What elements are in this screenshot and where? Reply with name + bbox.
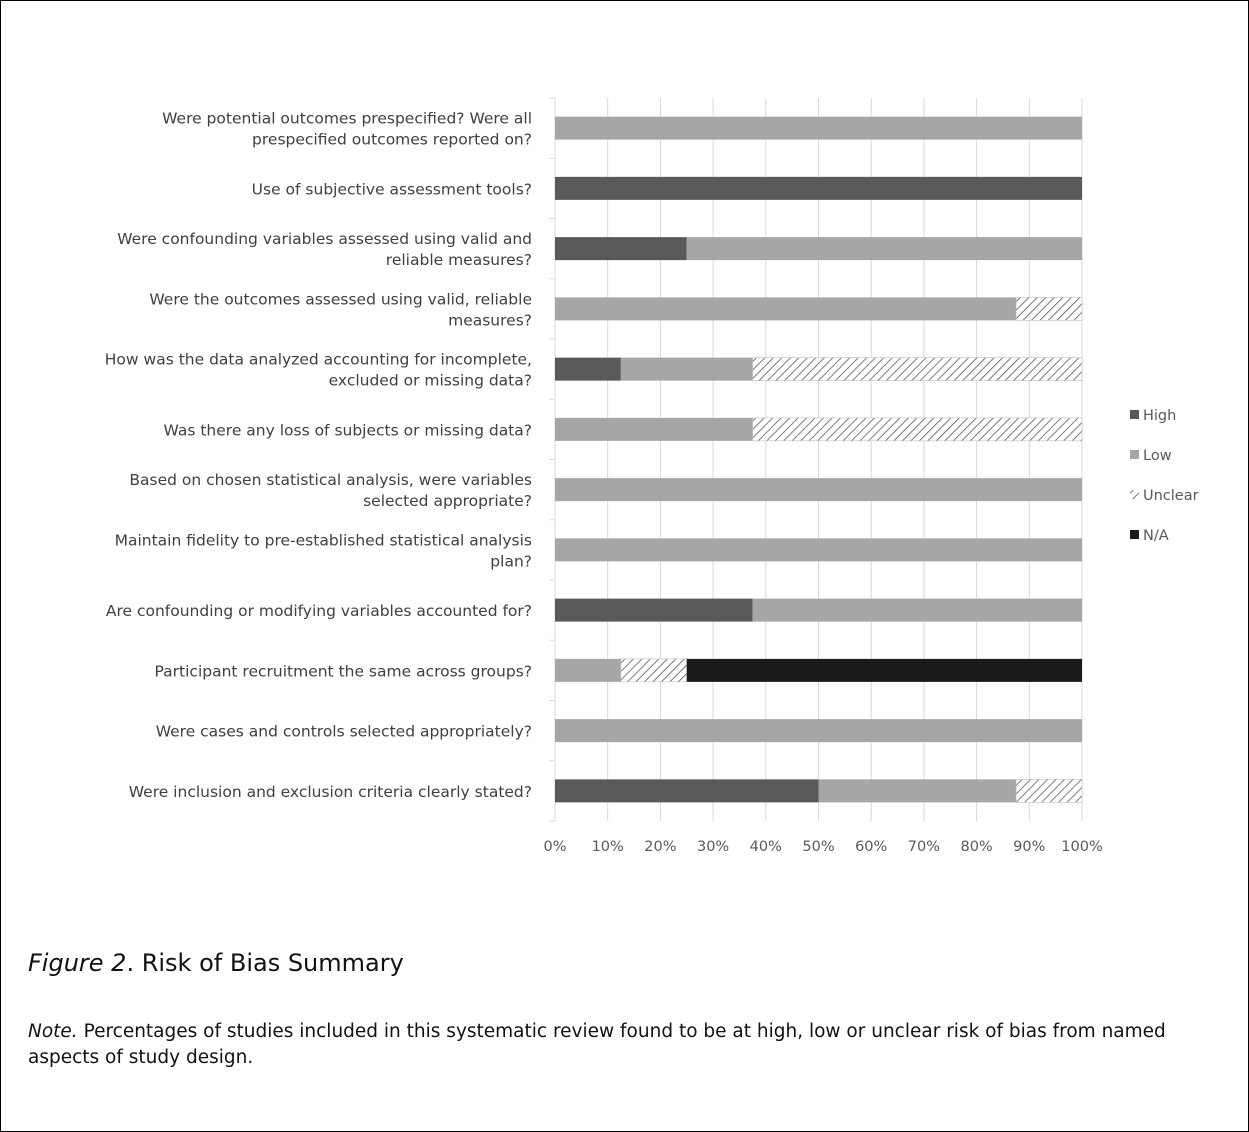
note-label: Note. [28,1021,78,1042]
bar-segment-high [555,237,687,261]
bar-segment-na [686,658,1082,682]
x-tick-label: 50% [802,839,834,855]
category-label: Were cases and controls selected appropr… [156,723,532,741]
bars [555,116,1083,803]
bar-segment-low [555,116,1082,140]
bar-segment-high [555,357,621,381]
gridlines [554,98,1083,821]
category-label: Were potential outcomes prespecified? We… [162,110,532,149]
bar-segment-low [620,357,753,381]
bar-segment-low [555,538,1082,562]
category-label: Based on chosen statistical analysis, we… [129,471,532,510]
bar-segment-unclear [752,357,1083,381]
bar-segment-unclear [1015,779,1083,803]
bar-segment-unclear [752,417,1083,442]
bar-segment-high [555,176,1082,200]
x-tick-label: 30% [697,839,729,855]
category-label: Use of subjective assessment tools? [252,180,532,198]
bar-segment-low [555,417,753,441]
category-label: Were confounding variables assessed usin… [117,230,532,269]
figure-label: Figure 2 [28,949,127,977]
figure-note: Note. Percentages of studies included in… [28,1019,1223,1071]
legend: High Low Unclear N/A [1130,408,1199,544]
category-label: How was the data analyzed accounting for… [105,351,532,390]
x-tick-label: 100% [1061,839,1102,855]
bar-segment-unclear [620,658,688,683]
x-tick-label: 90% [1013,839,1045,855]
x-tick-label: 10% [592,839,624,855]
x-tick-label: 0% [543,839,566,855]
category-label: Are confounding or modifying variables a… [106,602,532,620]
category-label: Were the outcomes assessed using valid, … [149,290,532,329]
bar-segment-high [555,598,753,622]
bar-segment-unclear [1015,297,1083,321]
legend-swatch [1130,490,1139,499]
legend-label: High [1143,408,1176,424]
category-label: Were inclusion and exclusion criteria cl… [129,783,532,801]
legend-label: Unclear [1143,488,1199,504]
x-tick-label: 70% [908,839,940,855]
note-text: Percentages of studies included in this … [28,1021,1166,1068]
x-tick-label: 60% [855,839,887,855]
risk-of-bias-chart: Were potential outcomes prespecified? We… [105,97,1199,855]
legend-swatch [1130,450,1139,459]
legend-label: N/A [1143,528,1169,544]
x-tick-label: 80% [960,839,992,855]
bar-segment-low [752,598,1082,622]
category-label: Maintain fidelity to pre-established sta… [115,531,532,570]
x-axis-ticks: 0% 10% 20% 30% 40% 50% 60% 70% 80% 90% 100% [543,839,1102,855]
x-tick-label: 20% [644,839,676,855]
legend-swatch [1130,410,1139,419]
figure-title: . Risk of Bias Summary [126,949,404,977]
category-labels: Were potential outcomes prespecified? We… [105,110,532,801]
bar-segment-high [555,779,819,803]
category-label: Was there any loss of subjects or missin… [164,421,532,439]
bar-segment-low [555,719,1082,743]
bar-segment-low [686,237,1082,261]
legend-label: Low [1143,448,1172,464]
legend-swatch [1130,530,1139,539]
bar-segment-low [555,478,1082,502]
category-label: Participant recruitment the same across … [155,662,532,680]
bar-segment-low [555,297,1017,321]
x-tick-label: 40% [750,839,782,855]
figure-caption: Figure 2. Risk of Bias Summary [28,949,404,977]
bar-segment-low [555,658,621,682]
category-axis [549,97,556,822]
bar-segment-low [818,779,1017,803]
